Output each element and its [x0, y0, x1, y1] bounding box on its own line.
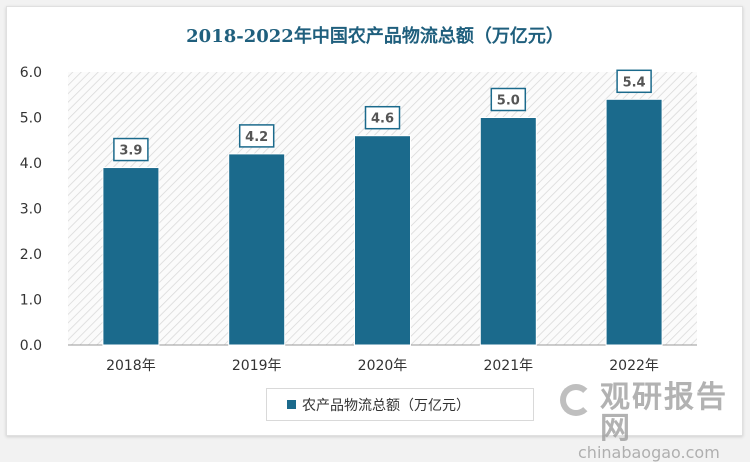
data-label: 4.6 — [371, 112, 394, 127]
data-label-box — [113, 137, 149, 162]
x-tick-label: 2020年 — [358, 358, 408, 374]
bar — [102, 167, 160, 346]
y-tick-label: 5.0 — [20, 111, 42, 127]
bar — [479, 117, 537, 346]
data-label-box — [238, 124, 275, 148]
data-label: 3.9 — [119, 144, 142, 159]
legend: 农产品物流总额（万亿元） — [266, 388, 534, 421]
data-label-box — [364, 105, 401, 130]
y-tick-label: 6.0 — [20, 65, 42, 81]
y-tick-label: 3.0 — [20, 202, 42, 218]
bar-chart: 0.0 1.0 2.0 3.0 4.0 5.0 6.0 3.9 2018年 4.2 2019年 4.6… — [20, 65, 697, 374]
y-tick-label: 0.0 — [20, 338, 42, 354]
data-label-box — [616, 69, 652, 94]
data-label-box — [490, 87, 527, 112]
x-tick-label: 2018年 — [106, 358, 156, 374]
x-tick-label: 2022年 — [609, 358, 659, 374]
bar — [354, 135, 411, 346]
data-label: 5.0 — [497, 94, 520, 109]
data-label: 5.4 — [623, 75, 646, 90]
chart-title: 2018-2022年中国农产品物流总额（万亿元） — [186, 26, 564, 47]
y-tick-label: 4.0 — [20, 156, 42, 172]
watermark-logo-icon — [560, 384, 592, 416]
data-label: 4.2 — [245, 130, 268, 145]
watermark: 观研报告网 chinabaogao.com — [560, 382, 750, 462]
legend-label: 农产品物流总额（万亿元） — [302, 397, 470, 414]
watermark-en: chinabaogao.com — [578, 443, 720, 462]
legend-swatch — [287, 400, 296, 409]
x-tick-label: 2019年 — [232, 358, 282, 374]
x-tick-label: 2021年 — [483, 358, 533, 374]
bar — [228, 153, 286, 346]
y-tick-label: 1.0 — [20, 293, 42, 309]
bar — [605, 98, 663, 346]
watermark-cn: 观研报告网 — [600, 380, 728, 446]
y-tick-label: 2.0 — [20, 247, 42, 263]
